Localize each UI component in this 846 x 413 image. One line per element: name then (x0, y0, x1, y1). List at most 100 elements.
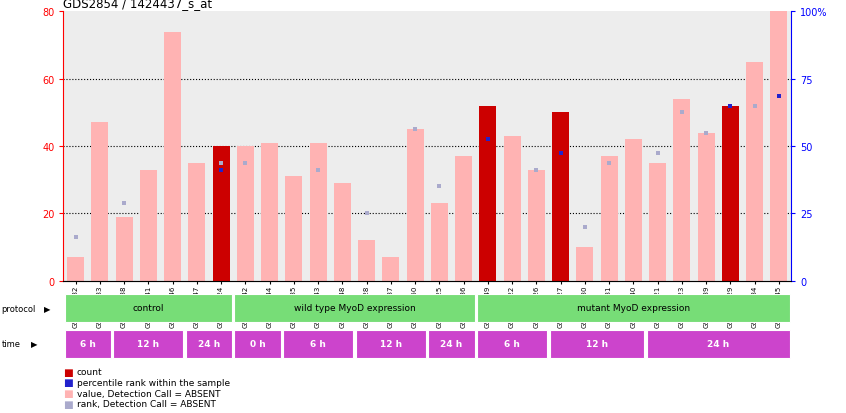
Bar (525, 12, 548, 281)
Text: mutant MyoD expression: mutant MyoD expression (577, 304, 690, 313)
Text: ▶: ▶ (44, 304, 51, 313)
Bar (234, 295, 475, 323)
Bar (625, 140, 642, 281)
Text: wild type MyoD expression: wild type MyoD expression (294, 304, 415, 313)
Bar (161, 12, 184, 281)
Bar (407, 130, 424, 281)
Bar (403, 12, 427, 281)
Bar (477, 295, 790, 323)
Bar (282, 12, 306, 281)
Bar (670, 12, 694, 281)
Text: GDS2854 / 1424437_s_at: GDS2854 / 1424437_s_at (63, 0, 212, 10)
Bar (550, 330, 645, 358)
Bar (140, 170, 157, 281)
Bar (552, 113, 569, 281)
Text: 6 h: 6 h (310, 339, 326, 348)
Bar (212, 147, 229, 281)
Bar (645, 12, 670, 281)
Bar (334, 183, 351, 281)
Bar (91, 123, 108, 281)
Bar (63, 12, 88, 281)
Text: 0 h: 0 h (250, 339, 266, 348)
Bar (209, 12, 233, 281)
Text: percentile rank within the sample: percentile rank within the sample (77, 378, 230, 387)
Bar (233, 12, 257, 281)
Bar (503, 137, 520, 281)
Text: ▶: ▶ (31, 339, 38, 348)
Bar (771, 12, 788, 281)
Bar (621, 12, 645, 281)
Bar (237, 147, 254, 281)
Bar (310, 143, 327, 281)
Bar (646, 330, 790, 358)
Text: 24 h: 24 h (198, 339, 220, 348)
Bar (673, 100, 690, 281)
Bar (257, 12, 282, 281)
Bar (283, 330, 354, 358)
Bar (746, 63, 763, 281)
Bar (354, 12, 379, 281)
Bar (649, 164, 666, 281)
Text: ■: ■ (63, 388, 74, 398)
Bar (113, 330, 184, 358)
Bar (261, 143, 278, 281)
Text: 12 h: 12 h (380, 339, 402, 348)
Bar (88, 12, 112, 281)
Text: time: time (2, 339, 20, 348)
Bar (234, 330, 281, 358)
Bar (722, 106, 739, 281)
Bar (379, 12, 403, 281)
Text: control: control (133, 304, 164, 313)
Bar (382, 257, 399, 281)
Text: count: count (77, 367, 102, 376)
Bar (480, 106, 497, 281)
Bar (552, 113, 569, 281)
Text: 24 h: 24 h (707, 339, 729, 348)
Bar (500, 12, 525, 281)
Bar (548, 12, 573, 281)
Bar (455, 157, 472, 281)
Bar (136, 12, 161, 281)
Text: rank, Detection Call = ABSENT: rank, Detection Call = ABSENT (77, 399, 216, 408)
Bar (189, 164, 206, 281)
Bar (480, 106, 497, 281)
Text: ■: ■ (63, 367, 74, 377)
Bar (576, 247, 593, 281)
Bar (67, 257, 84, 281)
Bar (694, 12, 718, 281)
Bar (528, 170, 545, 281)
Bar (64, 295, 232, 323)
Bar (698, 133, 715, 281)
Bar (427, 12, 452, 281)
Bar (212, 170, 229, 281)
Bar (601, 157, 618, 281)
Text: 6 h: 6 h (504, 339, 520, 348)
Bar (358, 240, 375, 281)
Text: value, Detection Call = ABSENT: value, Detection Call = ABSENT (77, 389, 221, 398)
Text: ■: ■ (63, 377, 74, 387)
Bar (477, 330, 547, 358)
Bar (475, 12, 500, 281)
Bar (766, 12, 791, 281)
Bar (330, 12, 354, 281)
Bar (743, 12, 766, 281)
Text: ■: ■ (63, 399, 74, 409)
Bar (452, 12, 475, 281)
Text: 12 h: 12 h (586, 339, 608, 348)
Bar (431, 204, 448, 281)
Bar (355, 330, 426, 358)
Text: 12 h: 12 h (137, 339, 159, 348)
Bar (184, 12, 209, 281)
Text: protocol: protocol (2, 304, 36, 313)
Bar (722, 106, 739, 281)
Bar (186, 330, 232, 358)
Bar (597, 12, 621, 281)
Bar (573, 12, 597, 281)
Text: 24 h: 24 h (441, 339, 463, 348)
Bar (116, 217, 133, 281)
Bar (718, 12, 743, 281)
Bar (306, 12, 330, 281)
Bar (64, 330, 111, 358)
Text: 6 h: 6 h (80, 339, 96, 348)
Bar (164, 33, 181, 281)
